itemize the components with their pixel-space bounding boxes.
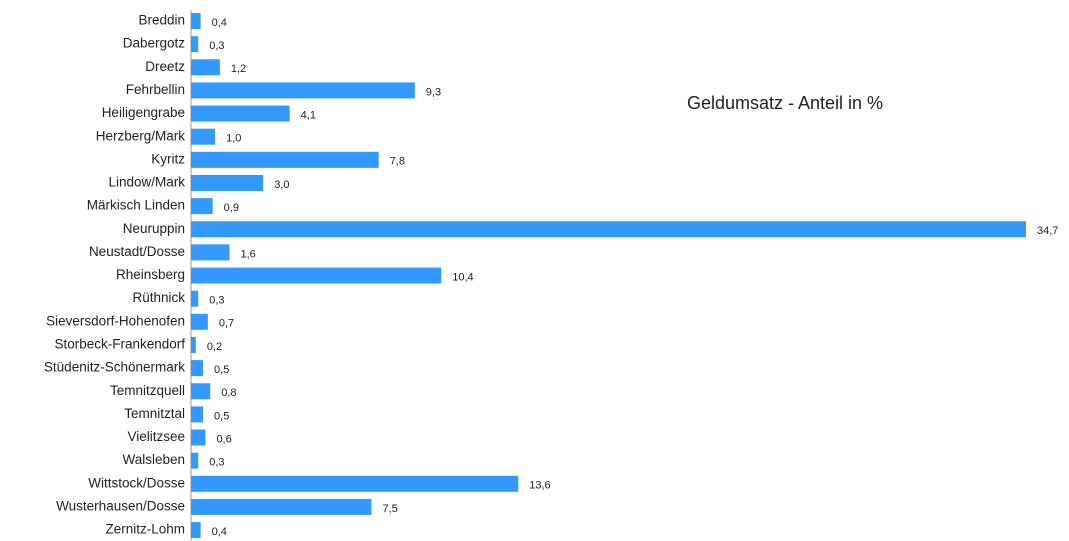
category-label: Rheinsberg [116, 267, 185, 282]
category-label: Vielitzsee [127, 429, 185, 444]
value-label: 34,7 [1037, 225, 1058, 237]
bar [191, 221, 1026, 238]
bar [191, 128, 216, 145]
value-label: 1,0 [226, 133, 241, 145]
value-label: 0,2 [207, 341, 222, 353]
category-label: Märkisch Linden [87, 198, 185, 213]
bar [191, 151, 379, 168]
value-label: 0,4 [212, 17, 227, 29]
bar [191, 406, 204, 423]
category-label: Dreetz [145, 59, 185, 74]
bar [191, 13, 201, 29]
bar [191, 244, 230, 261]
category-label: Fehrbellin [126, 82, 185, 97]
value-label: 7,5 [382, 503, 397, 515]
bar [191, 452, 199, 469]
bar [191, 498, 372, 515]
category-label: Neuruppin [123, 221, 185, 236]
bar [191, 429, 206, 446]
category-label: Walsleben [122, 452, 185, 467]
bar [191, 290, 199, 307]
value-label: 0,4 [212, 526, 227, 538]
value-label: 0,6 [216, 433, 231, 445]
value-label: 4,1 [301, 109, 316, 121]
value-label: 0,8 [221, 387, 236, 399]
value-label: 0,9 [224, 202, 239, 214]
bar [191, 105, 290, 122]
value-label: 0,3 [209, 295, 224, 307]
value-label: 1,6 [241, 248, 256, 260]
category-label: Kyritz [151, 151, 185, 166]
value-label: 0,3 [209, 457, 224, 469]
value-label: 1,2 [231, 63, 246, 75]
bar [191, 360, 204, 377]
bar [191, 383, 211, 400]
chart-title: Geldumsatz - Anteil in % [687, 93, 883, 113]
category-label: Wittstock/Dosse [88, 475, 185, 490]
bar [191, 313, 208, 330]
value-label: 3,0 [274, 179, 289, 191]
bar [191, 198, 213, 215]
bar [191, 174, 264, 191]
category-label: Heiligengrabe [102, 105, 185, 120]
category-label: Breddin [138, 13, 185, 28]
category-label: Sieversdorf-Hohenofen [46, 313, 185, 328]
category-label: Lindow/Mark [108, 175, 185, 190]
bar [191, 36, 199, 53]
category-label: Dabergotz [123, 36, 186, 51]
value-label: 9,3 [426, 86, 441, 98]
bar [191, 475, 519, 492]
value-label: 0,7 [219, 318, 234, 330]
category-label: Storbeck-Frankendorf [54, 337, 185, 352]
bar [191, 82, 415, 99]
bar [191, 336, 196, 353]
category-label: Wusterhausen/Dosse [56, 499, 185, 514]
bar [191, 522, 201, 539]
category-label: Stüdenitz-Schönermark [44, 360, 185, 375]
bar [191, 59, 220, 76]
category-label: Rüthnick [132, 290, 185, 305]
value-label: 13,6 [529, 480, 550, 492]
bar [191, 267, 442, 284]
value-label: 0,5 [214, 364, 229, 376]
value-label: 0,3 [209, 40, 224, 52]
category-label: Neustadt/Dosse [89, 244, 185, 259]
category-label: Herzberg/Mark [96, 128, 186, 143]
value-label: 0,5 [214, 410, 229, 422]
category-label: Temnitztal [124, 406, 185, 421]
value-label: 7,8 [390, 156, 405, 168]
category-label: Temnitzquell [110, 383, 185, 398]
value-label: 10,4 [452, 271, 473, 283]
category-label: Zernitz-Lohm [105, 522, 185, 537]
